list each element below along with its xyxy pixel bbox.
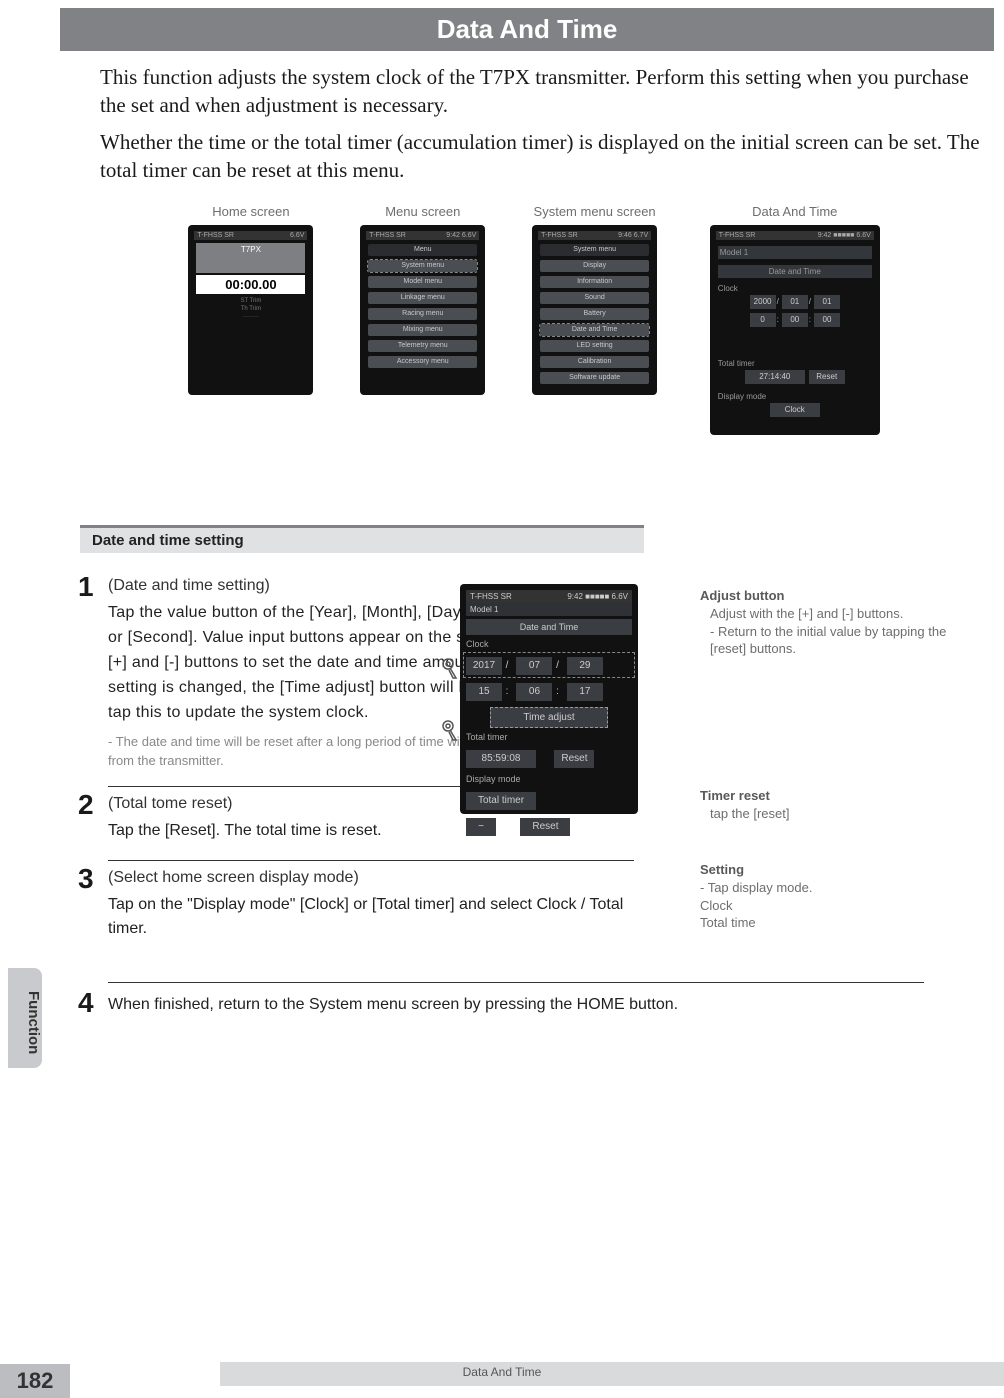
time-adjust-button[interactable]: Time adjust [490, 707, 608, 728]
step-num: 3 [78, 863, 94, 895]
note-setting: Setting - Tap display mode. Clock Total … [700, 862, 980, 932]
screen-label-sysmenu: System menu screen [514, 204, 676, 219]
navigation-diagram: Home screen T-FHSS SR6.6V T7PX 00:00.00 … [170, 204, 904, 495]
page-number: 182 [0, 1364, 70, 1398]
step-title: (Select home screen display mode) [108, 869, 634, 887]
tap-icon [440, 656, 464, 680]
note-timer-reset: Timer reset tap the [reset] [700, 788, 980, 823]
step-3: 3 (Select home screen display mode) Tap … [108, 860, 634, 943]
footer-label: Data And Time [0, 1365, 1004, 1379]
reset-button[interactable]: Reset [554, 750, 594, 768]
datetime-detail-thumb: T-FHSS SR9:42 ■■■■■ 6.6V Model 1 Date an… [460, 584, 638, 814]
tap-icon [440, 718, 464, 742]
side-tab-function: Function [8, 968, 42, 1068]
step-body: Tap on the "Display mode" [Clock] or [To… [108, 893, 634, 943]
step-num: 2 [78, 789, 94, 821]
menu-screen-thumb: T-FHSS SR9:42 6.6V Menu System menu Mode… [360, 225, 485, 395]
datetime-screen-thumb: T-FHSS SR9:42 ■■■■■ 6.6V Model 1 Date an… [710, 225, 880, 435]
home-timer-value: 00:00.00 [196, 275, 305, 294]
intro-p2: Whether the time or the total timer (acc… [100, 128, 984, 185]
note-adjust: Adjust button Adjust with the [+] and [-… [700, 588, 980, 658]
step-num: 1 [78, 571, 94, 603]
home-screen-thumb: T-FHSS SR6.6V T7PX 00:00.00 ST TrimTh Tr… [188, 225, 313, 395]
intro-p1: This function adjusts the system clock o… [100, 63, 984, 120]
page-title: Data And Time [60, 8, 994, 51]
sysmenu-screen-thumb: T-FHSS SR9:46 6.7V System menu Display I… [532, 225, 657, 395]
screen-label-datetime: Data And Time [686, 204, 904, 219]
sidebar-notes: Adjust button Adjust with the [+] and [-… [700, 588, 980, 972]
step-4: 4 When finished, return to the System me… [108, 982, 924, 1018]
step-body: When finished, return to the System menu… [108, 993, 924, 1018]
screen-label-home: Home screen [170, 204, 332, 219]
section-header: Date and time setting [80, 525, 644, 553]
screen-label-menu: Menu screen [342, 204, 504, 219]
step-num: 4 [78, 987, 94, 1019]
page-footer: Data And Time 182 [0, 1362, 1004, 1398]
intro-block: This function adjusts the system clock o… [100, 63, 984, 184]
